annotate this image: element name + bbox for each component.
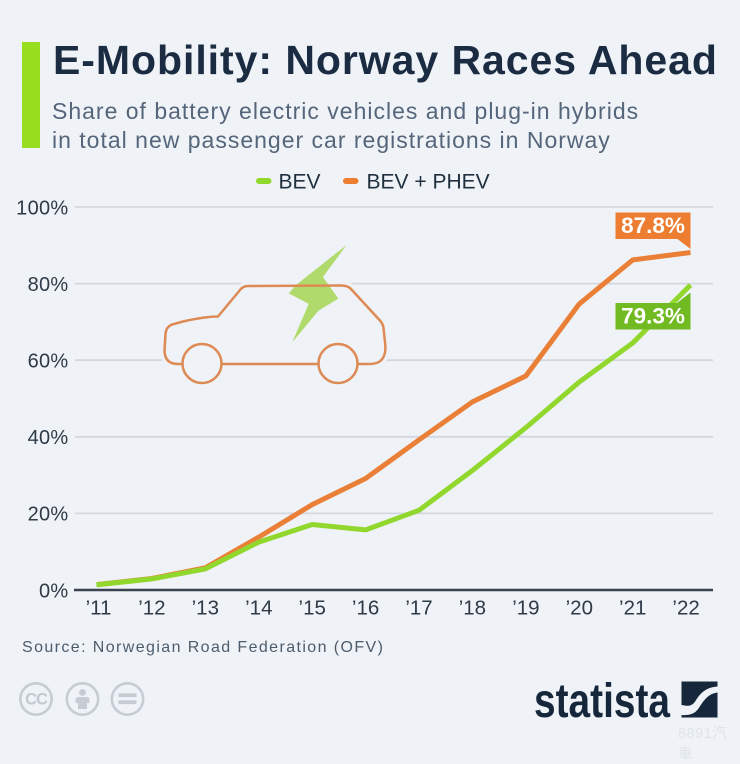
- svg-text:100%: 100%: [16, 198, 68, 220]
- svg-text:80%: 80%: [28, 274, 69, 296]
- svg-text:40%: 40%: [28, 427, 69, 449]
- svg-text:’11: ’11: [86, 597, 112, 620]
- svg-text:’20: ’20: [566, 597, 593, 620]
- svg-text:79.3%: 79.3%: [621, 304, 685, 329]
- svg-text:BEV + PHEV: BEV + PHEV: [367, 171, 490, 194]
- svg-text:’15: ’15: [299, 597, 326, 620]
- svg-text:’12: ’12: [138, 597, 165, 620]
- svg-text:’22: ’22: [672, 597, 699, 620]
- svg-text:’14: ’14: [245, 597, 272, 620]
- svg-text:’18: ’18: [459, 597, 486, 620]
- svg-text:’21: ’21: [619, 597, 646, 620]
- svg-text:0%: 0%: [39, 581, 69, 603]
- svg-text:CC: CC: [25, 691, 48, 709]
- svg-text:20%: 20%: [28, 504, 69, 526]
- svg-text:BEV: BEV: [279, 171, 321, 194]
- svg-text:60%: 60%: [28, 351, 69, 373]
- svg-text:’16: ’16: [352, 597, 379, 620]
- svg-text:’17: ’17: [405, 597, 432, 620]
- svg-text:’13: ’13: [192, 597, 219, 620]
- svg-text:statista: statista: [534, 675, 670, 728]
- svg-text:87.8%: 87.8%: [621, 213, 685, 238]
- svg-text:’19: ’19: [512, 597, 539, 620]
